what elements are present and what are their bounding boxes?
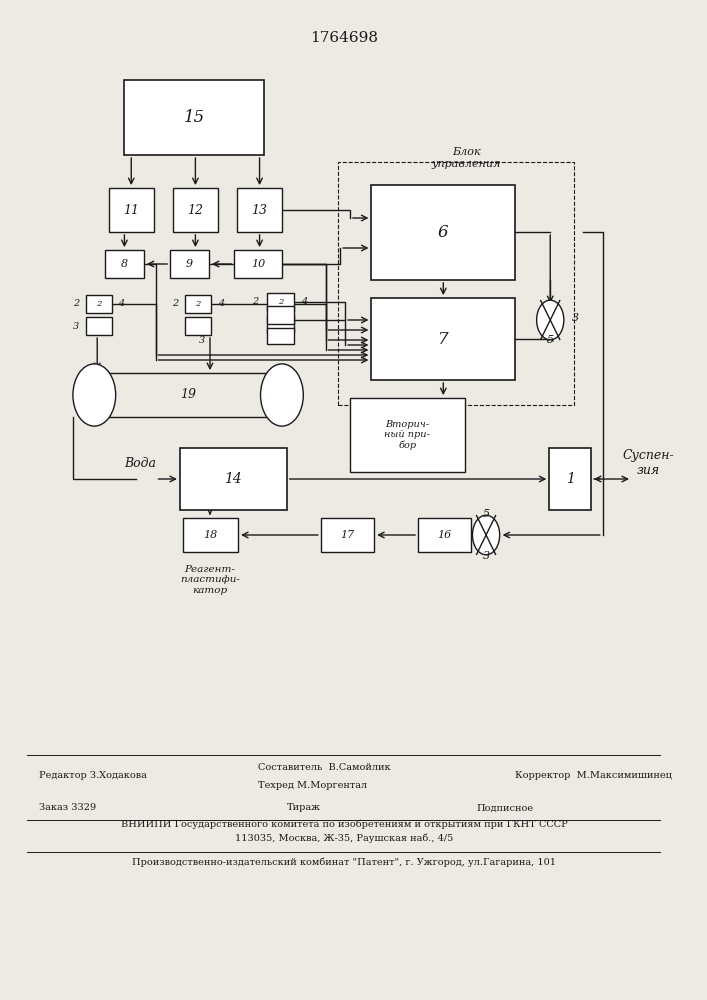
Text: 9: 9 [186, 259, 193, 269]
Bar [170, 250, 209, 278]
Text: 17: 17 [340, 530, 355, 540]
Text: 18: 18 [204, 530, 218, 540]
Text: 4: 4 [118, 300, 124, 308]
Text: 2: 2 [252, 298, 259, 306]
Text: 3: 3 [482, 551, 490, 561]
Text: 13: 13 [252, 204, 267, 217]
Bar [267, 315, 293, 333]
Text: 4: 4 [218, 300, 225, 308]
Text: Производственно-издательский комбинат "Патент", г. Ужгород, ул.Гагарина, 101: Производственно-издательский комбинат "П… [132, 857, 556, 867]
Text: Составитель  В.Самойлик: Составитель В.Самойлик [257, 764, 390, 772]
Bar [371, 185, 515, 280]
Text: 2: 2 [195, 300, 201, 308]
Bar [267, 293, 293, 311]
Text: 12: 12 [187, 204, 204, 217]
Text: 6: 6 [438, 224, 449, 241]
Bar [109, 188, 153, 232]
Circle shape [537, 300, 564, 340]
Text: Техред М.Моргентал: Техред М.Моргентал [257, 780, 367, 790]
Bar [549, 448, 591, 510]
Text: 15: 15 [184, 109, 205, 126]
Bar [180, 448, 287, 510]
Circle shape [73, 364, 116, 426]
Bar [185, 317, 211, 335]
Text: Блок
управления: Блок управления [432, 147, 501, 169]
Circle shape [472, 515, 500, 555]
Bar [185, 295, 211, 313]
Text: 2: 2 [172, 300, 178, 308]
Bar [371, 298, 515, 380]
Bar [86, 317, 112, 335]
Bar [86, 295, 112, 313]
Bar [339, 162, 573, 405]
Text: 2: 2 [278, 298, 283, 306]
Text: Вторич-
ный при-
бор: Вторич- ный при- бор [385, 420, 430, 450]
Text: Корректор  М.Максимишинец: Корректор М.Максимишинец [515, 770, 672, 780]
Text: 113035, Москва, Ж-35, Раушская наб., 4/5: 113035, Москва, Ж-35, Раушская наб., 4/5 [235, 833, 453, 843]
Text: 10: 10 [251, 259, 265, 269]
Text: 14: 14 [224, 472, 243, 486]
Text: ВНИИПИ Государственного комитета по изобретениям и открытиям при ГКНТ СССР: ВНИИПИ Государственного комитета по изоб… [121, 819, 568, 829]
Text: Вода: Вода [124, 457, 156, 470]
Text: Реагент-
пластифи-
катор: Реагент- пластифи- катор [180, 565, 240, 595]
Text: 3: 3 [73, 322, 79, 331]
Text: 2: 2 [73, 300, 79, 308]
Text: 3: 3 [572, 313, 579, 323]
Bar [234, 250, 282, 278]
Text: 16: 16 [438, 530, 452, 540]
Text: 1764698: 1764698 [310, 31, 378, 45]
Bar [350, 398, 464, 472]
Text: 2: 2 [96, 300, 101, 308]
Text: 3: 3 [199, 336, 205, 345]
Text: 11: 11 [123, 204, 139, 217]
Bar [267, 328, 293, 344]
Bar [267, 306, 293, 324]
Text: 5: 5 [482, 509, 490, 519]
Bar [124, 80, 264, 155]
Text: Суспен-
зия: Суспен- зия [622, 449, 674, 477]
Bar [105, 250, 144, 278]
Text: 8: 8 [121, 259, 128, 269]
Text: Подписное: Подписное [477, 804, 534, 812]
Bar [183, 518, 238, 552]
Text: Тираж: Тираж [287, 804, 321, 812]
Text: 1: 1 [566, 472, 575, 486]
Bar [238, 188, 282, 232]
Text: 7: 7 [438, 330, 449, 348]
Text: Заказ 3329: Заказ 3329 [39, 804, 96, 812]
Bar [173, 188, 218, 232]
Bar [321, 518, 374, 552]
Text: 4: 4 [301, 298, 308, 306]
Circle shape [261, 364, 303, 426]
Text: Редактор З.Ходакова: Редактор З.Ходакова [39, 770, 147, 780]
Bar [418, 518, 472, 552]
Text: 19: 19 [180, 388, 196, 401]
Text: 5: 5 [547, 335, 554, 345]
